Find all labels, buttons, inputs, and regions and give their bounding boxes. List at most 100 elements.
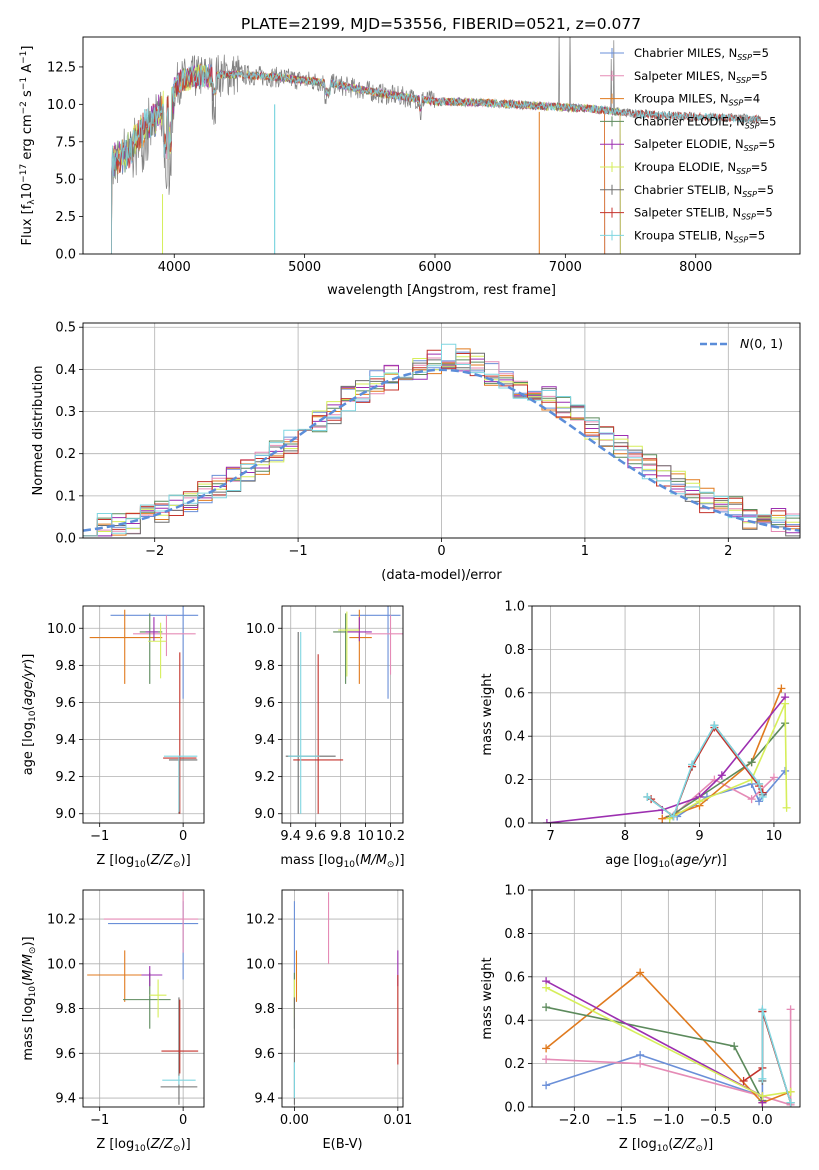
y-tick-label: 9.6 (55, 1047, 76, 1062)
y-axis-label: mass weight (480, 673, 495, 755)
legend-label: Kroupa STELIB, NSSP=5 (634, 228, 765, 244)
axes-frame (82, 605, 205, 824)
panel-spectrum: 4000 5000 6000 7000 8000 0.0 2.5 5.0 7.5 10.0 12.5… (19, 36, 801, 298)
legend-label: Chabrier STELIB, NSSP=5 (634, 183, 774, 199)
normal-curve (83, 368, 800, 532)
y-axis-label: Normed distribution (31, 366, 46, 496)
x-tick-label: 9.4 (280, 829, 301, 844)
legend-label: N(0, 1) (740, 336, 783, 351)
legend-label: Salpeter MILES, NSSP=5 (634, 69, 768, 85)
x-axis-label-part: ( (355, 853, 360, 868)
y-axis-label-part: )] (21, 936, 36, 946)
x-axis-label: E(B-V) (322, 1137, 362, 1152)
legend-label-part: SSP (736, 76, 751, 85)
y-axis-label-part: erg cm (20, 114, 35, 163)
x-axis-label-part: Z/Z (150, 1137, 174, 1152)
x-axis-label: (data-model)/error (381, 568, 502, 583)
spectrum-model-chabrier_elodie (110, 64, 621, 254)
legend-label-part: N (740, 336, 750, 351)
legend-label: Chabrier ELODIE, NSSP=5 (634, 114, 776, 130)
x-axis-label-part: ( (670, 853, 675, 868)
y-tick-label: 0.0 (55, 248, 76, 263)
axes-frame (82, 889, 205, 1108)
panel-ebv_mass: 0.00 0.01 9.4 9.6 9.8 10.0 10.2 E(B-V) (246, 889, 412, 1152)
y-tick-label: 9.4 (55, 1092, 76, 1107)
legend-label-part: SSP (745, 121, 760, 130)
legend-label: Kroupa MILES, NSSP=4 (634, 92, 760, 108)
plot-area (83, 343, 800, 538)
x-axis-label-part: ⊙ (173, 860, 181, 870)
panels: 4000 5000 6000 7000 80000.02.55.07.510.012.5… (19, 36, 801, 1154)
y-axis-label-part: A (20, 64, 35, 77)
y-tick-label: 10.0 (47, 98, 76, 113)
y-axis-label-part: −2 (19, 101, 29, 114)
weight-line-kroupa_stelib (761, 1009, 792, 1103)
x-tick-label: −2.0 (559, 1113, 591, 1128)
legend-label-part: =5 (756, 206, 773, 220)
x-tick-label: 8000 (679, 260, 712, 275)
x-tick-label: 0.00 (280, 1113, 309, 1128)
y-axis-label-part: −1 (19, 51, 29, 64)
y-tick-label: 0.6 (504, 686, 525, 701)
x-axis-label-part: M/M (360, 853, 387, 868)
y-axis-label-part: mass [log (21, 997, 36, 1060)
x-tick-label: 10 (357, 829, 374, 844)
y-axis-label-part: 10 (20, 183, 35, 200)
y-tick-label: 9.4 (55, 733, 76, 748)
axes-frame (281, 889, 404, 1108)
y-tick-label: 0.6 (504, 970, 525, 985)
x-axis-label-part: )] (181, 1137, 191, 1152)
x-axis-label-part: )] (717, 853, 727, 868)
legend-label-part: =5 (758, 137, 775, 151)
x-tick-label: 9.6 (305, 829, 326, 844)
plot-area (542, 968, 795, 1107)
y-tick-label: 10.0 (47, 957, 76, 972)
x-axis-label-part: Z [log (619, 1137, 657, 1152)
y-axis-label: mass [log10(M/M⊙)] (21, 936, 38, 1060)
legend-label-part: =5 (752, 46, 769, 60)
y-axis-label-part: −17 (19, 164, 29, 183)
x-axis-label-part: ( (146, 1137, 151, 1152)
x-tick-label: 0 (179, 829, 187, 844)
x-axis-label-part: ( (668, 1137, 673, 1152)
y-tick-label: 9.6 (254, 696, 275, 711)
x-axis-label-part: ⊙ (695, 1144, 703, 1154)
y-tick-label: 12.5 (47, 60, 76, 75)
x-axis-label-part: mass [log (280, 853, 343, 868)
legend-label-part: Kroupa STELIB, N (634, 228, 734, 242)
y-axis-label-part: −1 (19, 77, 29, 90)
axes-frame (281, 605, 404, 824)
y-tick-label: 0.3 (55, 405, 76, 420)
y-tick-label: 9.8 (254, 659, 275, 674)
legend-label-part: Salpeter MILES, N (634, 69, 736, 83)
panel-z_age: −1 09.09.29.49.69.810.0Z [log10(Z/Z⊙)]age… (21, 605, 205, 870)
axes-frame (531, 889, 801, 1108)
y-axis-label: Flux [fλ10−17 erg cm−2 s−1 A−1] (19, 46, 37, 246)
x-tick-label: 7 (546, 829, 554, 844)
y-axis-label: mass weight (480, 957, 495, 1039)
y-axis-label-part: age [log (21, 722, 36, 775)
legend-label-part: SSP (737, 53, 752, 62)
y-axis-label: age [log10(age/yr)] (21, 654, 38, 776)
legend-label-part: Kroupa ELODIE, N (634, 160, 736, 174)
y-tick-label: 0.1 (55, 489, 76, 504)
x-axis-label-part: age [log (605, 853, 658, 868)
legend-label-part: Kroupa MILES, N (634, 92, 729, 106)
y-tick-label: 1.0 (504, 884, 525, 899)
x-axis-label-part: Z [log (96, 1137, 134, 1152)
y-tick-label: 1.0 (504, 600, 525, 615)
x-tick-label: −1.0 (653, 1113, 685, 1128)
plot-area (87, 892, 199, 1105)
plot-area (542, 684, 791, 823)
y-tick-label: 10.2 (47, 913, 76, 928)
legend-label-part: Chabrier MILES, N (634, 46, 737, 60)
x-tick-label: 6000 (418, 260, 451, 275)
x-axis-label-part: 10 (134, 1144, 146, 1154)
y-tick-label: 0.4 (504, 730, 525, 745)
y-tick-label: 0.8 (504, 643, 525, 658)
legend-label-part: SSP (741, 213, 756, 222)
legend-label-part: Chabrier ELODIE, N (634, 114, 745, 128)
y-tick-label: 7.5 (55, 135, 76, 150)
